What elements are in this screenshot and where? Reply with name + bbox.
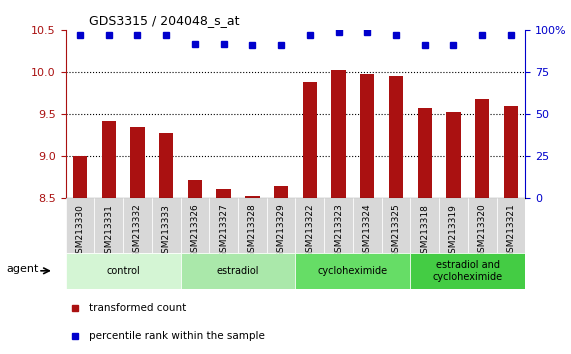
Bar <box>331 70 346 198</box>
Bar <box>447 113 461 198</box>
Bar <box>417 108 432 198</box>
Text: GSM213330: GSM213330 <box>75 204 85 259</box>
Text: GSM213325: GSM213325 <box>392 204 400 258</box>
Bar <box>66 198 94 253</box>
Bar <box>381 198 411 253</box>
Text: GSM213323: GSM213323 <box>334 204 343 258</box>
Text: agent: agent <box>7 264 39 274</box>
Text: cycloheximide: cycloheximide <box>318 266 388 276</box>
Bar <box>360 74 375 198</box>
Bar <box>411 198 439 253</box>
Bar <box>324 198 353 253</box>
Bar <box>180 198 210 253</box>
Bar <box>238 198 267 253</box>
Text: GSM213331: GSM213331 <box>104 204 113 259</box>
Bar <box>130 127 144 198</box>
Bar <box>439 198 468 253</box>
Text: GSM213321: GSM213321 <box>506 204 516 258</box>
Bar <box>123 198 152 253</box>
Bar <box>94 198 123 253</box>
Text: GDS3315 / 204048_s_at: GDS3315 / 204048_s_at <box>89 14 239 27</box>
Bar <box>411 253 525 289</box>
Text: GSM213324: GSM213324 <box>363 204 372 258</box>
Bar <box>303 82 317 198</box>
Text: control: control <box>106 266 140 276</box>
Bar <box>245 196 260 198</box>
Bar <box>152 198 180 253</box>
Bar <box>102 121 116 198</box>
Text: GSM213319: GSM213319 <box>449 204 458 259</box>
Bar <box>66 253 180 289</box>
Bar <box>73 156 87 198</box>
Bar <box>188 180 202 198</box>
Text: GSM213326: GSM213326 <box>191 204 199 258</box>
Bar <box>353 198 381 253</box>
Text: GSM213333: GSM213333 <box>162 204 171 259</box>
Text: GSM213327: GSM213327 <box>219 204 228 258</box>
Bar <box>296 253 411 289</box>
Text: estradiol and
cycloheximide: estradiol and cycloheximide <box>433 260 503 282</box>
Bar <box>267 198 296 253</box>
Text: transformed count: transformed count <box>89 303 186 313</box>
Text: GSM213320: GSM213320 <box>478 204 486 258</box>
Text: GSM213328: GSM213328 <box>248 204 257 258</box>
Bar <box>504 106 518 198</box>
Bar <box>475 99 489 198</box>
Bar <box>468 198 497 253</box>
Text: GSM213332: GSM213332 <box>133 204 142 258</box>
Bar <box>216 189 231 198</box>
Text: percentile rank within the sample: percentile rank within the sample <box>89 331 264 341</box>
Bar <box>159 133 174 198</box>
Bar <box>296 198 324 253</box>
Text: GSM213322: GSM213322 <box>305 204 315 258</box>
Text: GSM213318: GSM213318 <box>420 204 429 259</box>
Text: GSM213329: GSM213329 <box>276 204 286 258</box>
Bar <box>180 253 296 289</box>
Bar <box>497 198 525 253</box>
Bar <box>274 185 288 198</box>
Text: estradiol: estradiol <box>217 266 259 276</box>
Bar <box>389 76 403 198</box>
Bar <box>210 198 238 253</box>
